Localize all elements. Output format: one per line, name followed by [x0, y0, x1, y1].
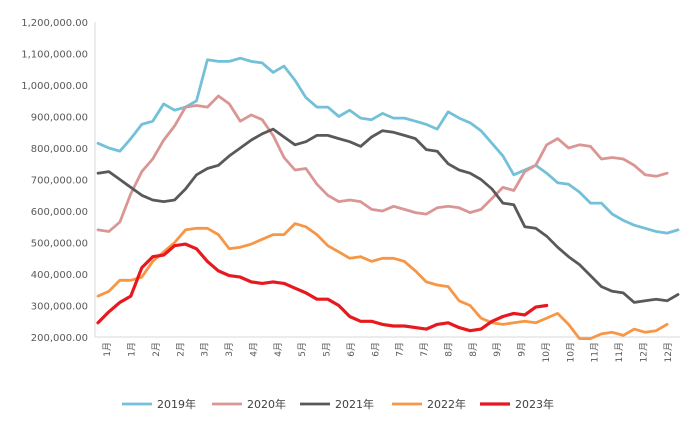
y-tick-label: 400,000.00: [31, 270, 88, 281]
legend-label-2: 2021年: [335, 397, 374, 411]
x-tick-label: 7月: [395, 342, 406, 357]
x-tick-label: 8月: [468, 342, 479, 357]
y-tick-label: 200,000.00: [31, 333, 88, 344]
x-tick-label: 6月: [346, 342, 357, 357]
legend-label-3: 2022年: [427, 397, 466, 411]
y-tick-label: 700,000.00: [31, 176, 88, 187]
x-tick-label: 11月: [590, 342, 601, 362]
x-tick-label: 12月: [638, 342, 649, 362]
x-tick-label: 4月: [273, 342, 284, 357]
series-line-4: [96, 242, 549, 333]
x-tick-label: 3月: [224, 342, 235, 357]
x-tick-label: 8月: [443, 342, 454, 357]
y-tick-label: 500,000.00: [31, 239, 88, 250]
x-axis-ticks: 1月 1月 2月 2月 3月 3月 4月 4月 5月 5月 6月 6月 7月 7月 8月 8月 9月 9月 10月 1…: [102, 342, 674, 362]
x-tick-label: 12月: [663, 342, 674, 362]
x-tick-label: 11月: [614, 342, 625, 362]
y-tick-label: 800,000.00: [31, 144, 88, 155]
x-tick-label: 2月: [175, 342, 186, 357]
x-tick-label: 5月: [297, 342, 308, 357]
legend-label-0: 2019年: [157, 397, 196, 411]
x-tick-label: 6月: [370, 342, 381, 357]
series-line-1: [96, 94, 669, 233]
series-lines: [96, 56, 680, 341]
x-tick-label: 10月: [541, 342, 552, 362]
y-tick-label: 300,000.00: [31, 302, 88, 313]
series-line-3: [96, 222, 669, 341]
x-tick-label: 4月: [248, 342, 259, 357]
y-tick-label: 600,000.00: [31, 207, 88, 218]
x-tick-label: 1月: [102, 342, 113, 357]
plot-area: [94, 22, 680, 338]
y-tick-label: 1,200,000.00: [21, 18, 88, 29]
y-axis-ticks: 200,000.00 300,000.00 400,000.00 500,000.00…: [21, 18, 88, 344]
y-tick-label: 1,100,000.00: [21, 50, 88, 61]
series-line-2: [96, 127, 680, 304]
y-tick-label: 1,000,000.00: [21, 81, 88, 92]
y-tick-label: 900,000.00: [31, 113, 88, 124]
x-tick-label: 2月: [151, 342, 162, 357]
x-tick-label: 1月: [127, 342, 138, 357]
legend: 2019年 2020年 2021年 2022年 2023年: [122, 397, 554, 411]
x-tick-label: 9月: [492, 342, 503, 357]
legend-label-4: 2023年: [515, 397, 554, 411]
x-tick-label: 5月: [322, 342, 333, 357]
series-line-0: [96, 56, 680, 235]
x-tick-label: 10月: [565, 342, 576, 362]
legend-label-1: 2020年: [247, 397, 286, 411]
x-tick-label: 7月: [419, 342, 430, 357]
x-tick-label: 3月: [200, 342, 211, 357]
x-tick-label: 9月: [517, 342, 528, 357]
